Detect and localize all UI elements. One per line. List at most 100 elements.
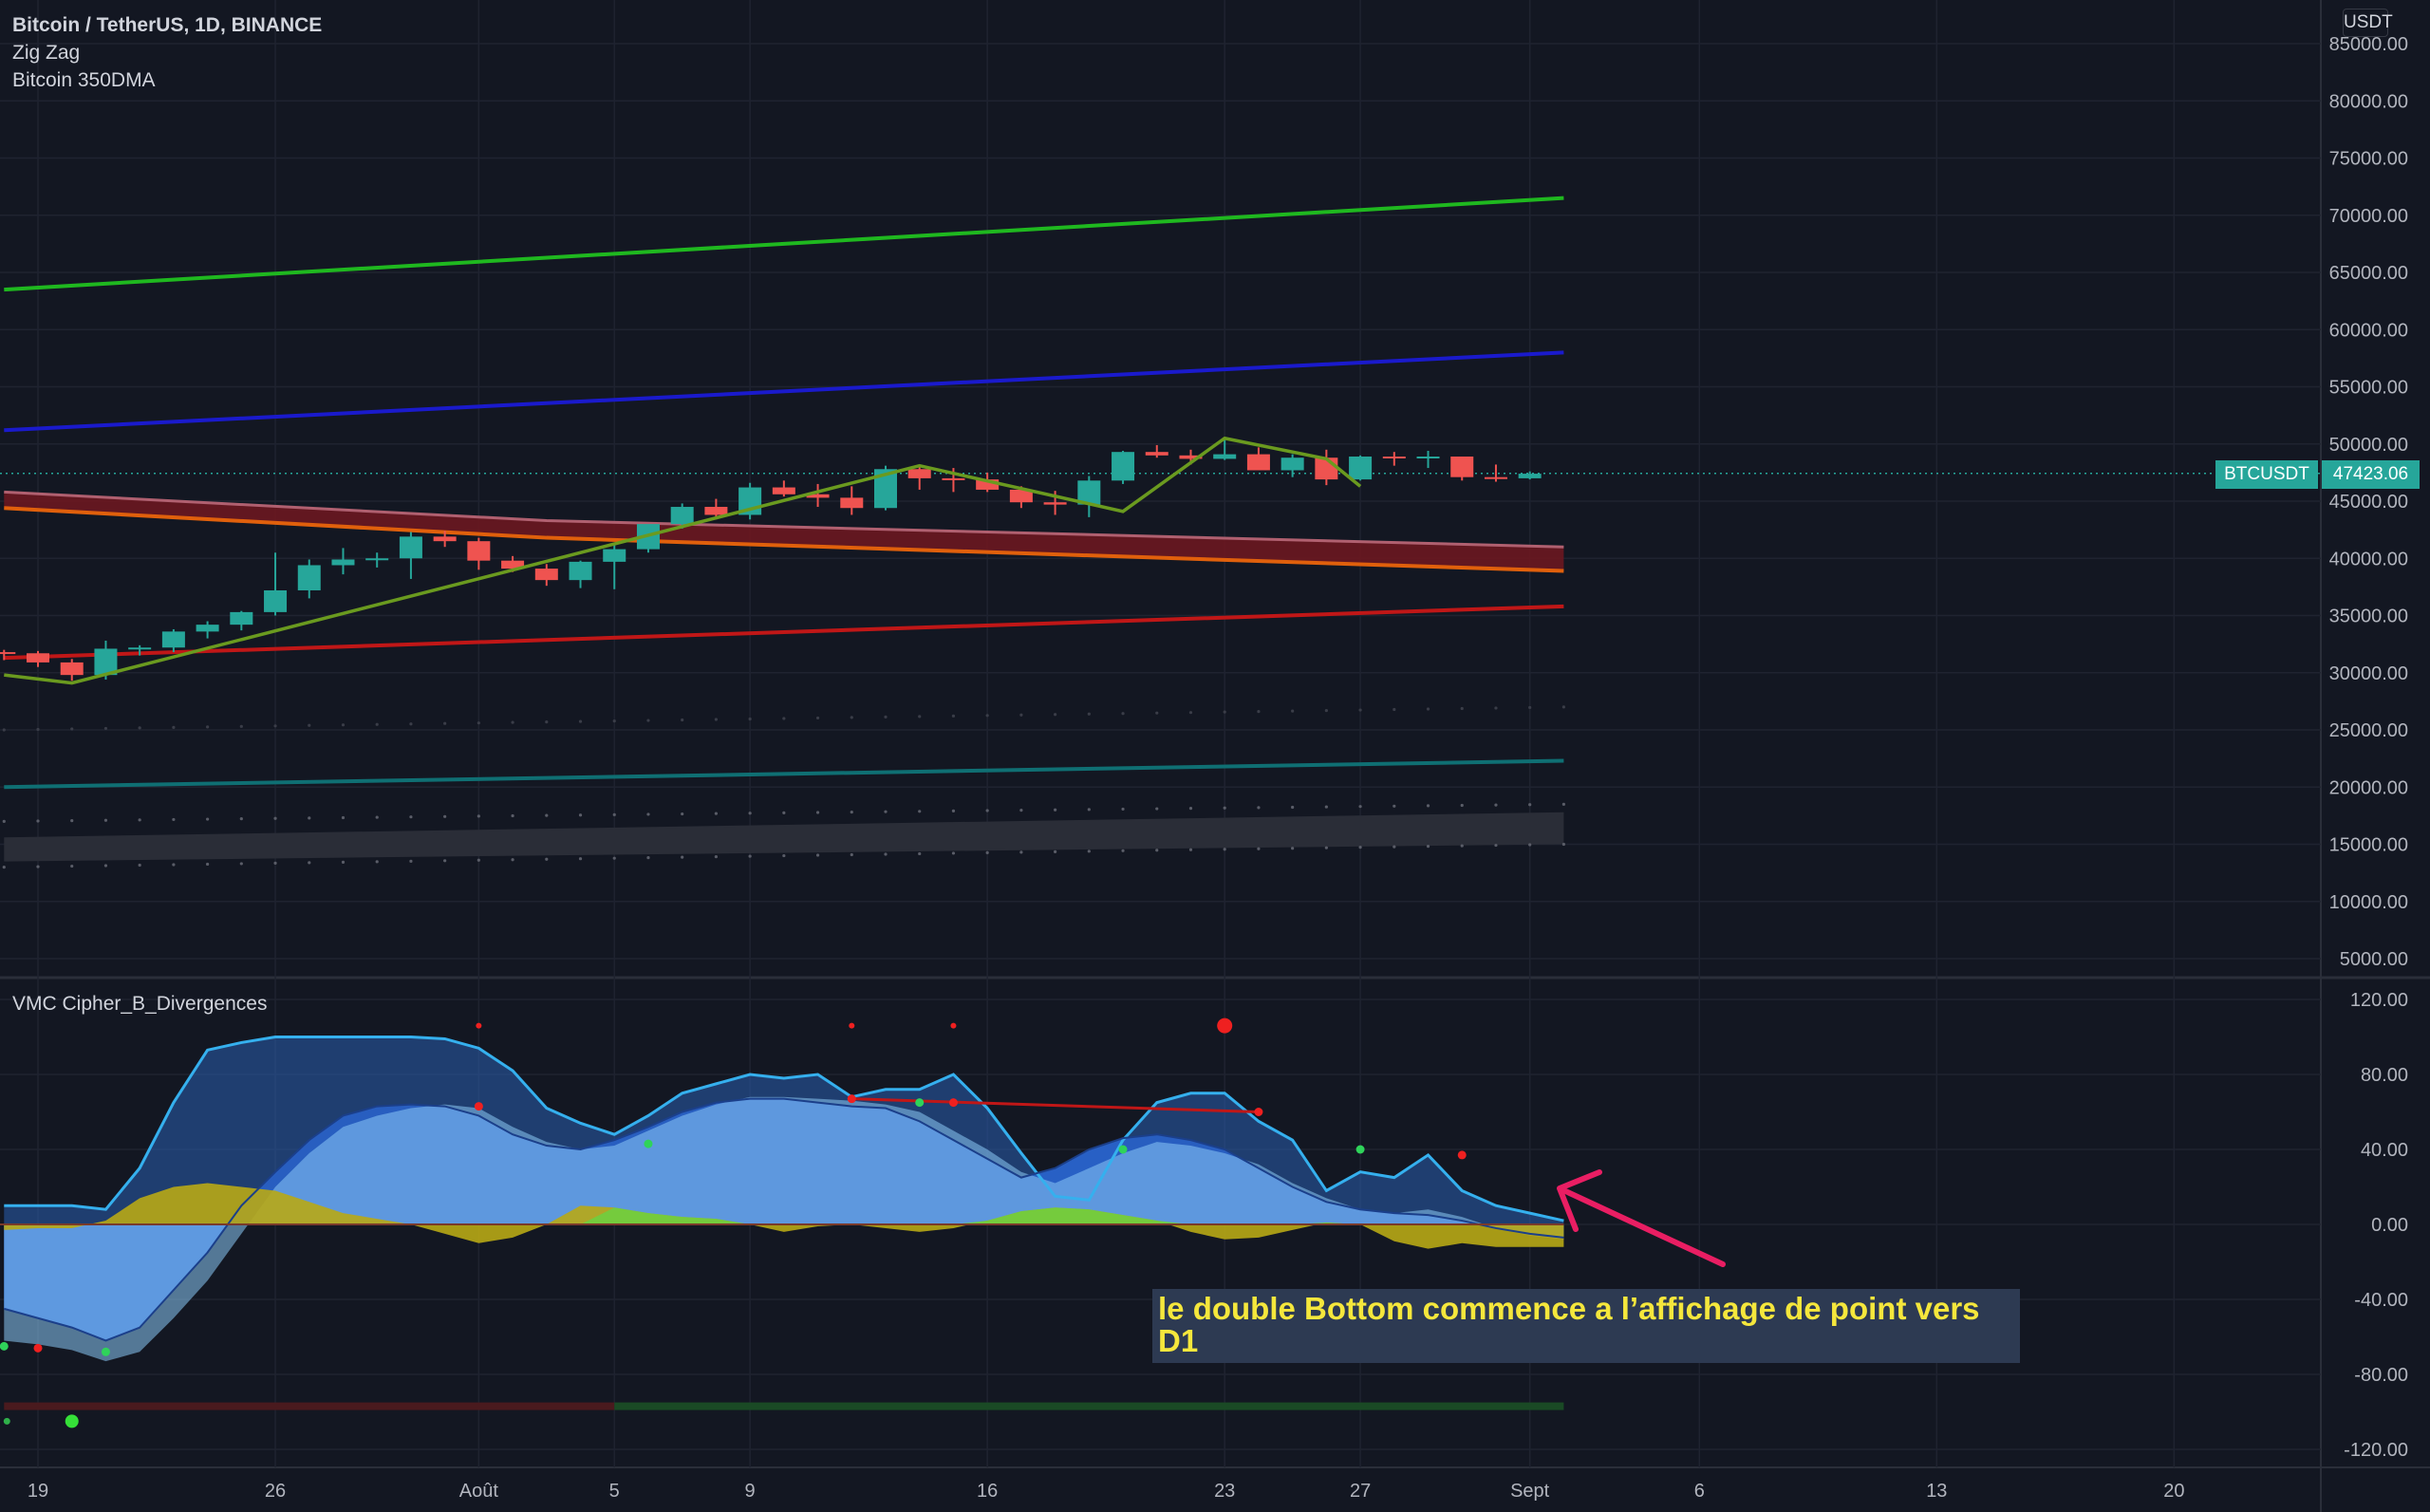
dot-mark (1494, 843, 1498, 848)
annotation-arrow (1557, 1169, 1726, 1267)
candle-body (603, 549, 626, 562)
sell-dot (476, 1022, 482, 1029)
candle-body (670, 507, 694, 525)
price-tick-label: 5000.00 (2340, 949, 2408, 970)
dotted-series (2, 802, 1565, 824)
candle-body (433, 536, 457, 542)
candle-body (501, 560, 525, 569)
dot-mark (1561, 802, 1565, 806)
dot-mark (1324, 708, 1328, 713)
osc-tick-label: 80.00 (2361, 1065, 2408, 1086)
price-tick-label: 40000.00 (2329, 549, 2408, 569)
candle-body (1382, 457, 1406, 459)
dot-mark (612, 856, 616, 860)
wt2-line (4, 1097, 1564, 1342)
dot-mark (1155, 849, 1159, 852)
dot-mark (375, 815, 379, 819)
indicator-zigzag-label[interactable]: Zig Zag (12, 42, 81, 64)
dot-mark (578, 857, 583, 861)
dot-mark (1426, 804, 1430, 808)
dot-mark (2, 728, 6, 732)
dot-mark (1393, 845, 1396, 849)
dot-mark (1291, 805, 1295, 810)
dotted-series (2, 842, 1565, 869)
candle-body (60, 662, 84, 676)
sell-dot (950, 1022, 957, 1029)
dot-mark (375, 722, 379, 726)
dot-mark (1223, 710, 1226, 714)
dot-mark (511, 858, 514, 862)
time-tick-label: Sept (1510, 1481, 1550, 1502)
candle-body (1179, 455, 1203, 459)
candle-body (128, 647, 152, 650)
dot-mark (1358, 846, 1362, 849)
dot-mark (918, 715, 922, 719)
dot-mark (1188, 807, 1193, 811)
dot-mark (409, 815, 413, 819)
dot-mark (103, 864, 108, 868)
dot-mark (646, 812, 650, 816)
candle-body (331, 559, 355, 566)
price-tick-label: 85000.00 (2329, 34, 2408, 55)
dot-mark (815, 853, 820, 857)
dot-mark (918, 851, 922, 856)
dot-mark (681, 812, 684, 816)
candle-body (161, 631, 185, 648)
signal-dot (65, 1414, 79, 1428)
indicator-350dma-label[interactable]: Bitcoin 350DMA (12, 69, 156, 91)
dot-mark (103, 726, 108, 731)
price-tick-label: 15000.00 (2329, 835, 2408, 856)
symbol-title[interactable]: Bitcoin / TetherUS, 1D, BINANCE (12, 14, 323, 36)
ma-red-line (4, 604, 1564, 661)
sell-dot (474, 1102, 483, 1111)
arrow-head (1557, 1169, 1602, 1232)
dot-mark (70, 864, 74, 868)
dot-mark (1121, 807, 1125, 812)
dot-mark (103, 818, 108, 822)
dot-mark (409, 859, 413, 863)
candle-body (230, 611, 253, 625)
candle-body (534, 569, 558, 581)
dot-mark (1528, 803, 1532, 807)
dot-mark (748, 854, 752, 858)
last-price-tag: 47423.06 (2322, 460, 2420, 489)
annotation-note[interactable]: le double Bottom commence a l’affichage … (1152, 1289, 2020, 1363)
price-tick-label: 75000.00 (2329, 149, 2408, 170)
dot-mark (985, 809, 989, 812)
dot-mark (612, 812, 616, 816)
time-tick-label: 26 (265, 1481, 286, 1502)
osc-tick-label: 0.00 (2371, 1215, 2408, 1236)
dot-mark (545, 720, 549, 724)
price-tick-label: 60000.00 (2329, 320, 2408, 341)
dot-mark (443, 814, 447, 818)
dot-mark (36, 865, 40, 868)
candle-body (976, 479, 1000, 490)
candle-body (1280, 457, 1304, 471)
time-tick-label: 23 (1214, 1481, 1235, 1502)
dot-mark (36, 819, 40, 823)
dot-mark (782, 853, 786, 858)
dot-mark (1223, 848, 1226, 851)
dot-mark (1561, 705, 1565, 709)
dot-mark (511, 720, 514, 724)
dot-mark (273, 861, 277, 866)
dot-mark (748, 717, 752, 721)
dot-mark (1223, 806, 1226, 810)
currency-button[interactable]: USDT (2343, 9, 2393, 37)
dot-mark (1460, 844, 1464, 848)
time-tick-label: 13 (1926, 1481, 1947, 1502)
candle-body (399, 536, 422, 559)
dot-mark (1121, 712, 1125, 716)
dot-mark (681, 718, 684, 722)
band-bottom-line (4, 506, 1564, 573)
arrow-shaft (1559, 1186, 1726, 1267)
buy-dot (0, 1341, 9, 1351)
dot-mark (782, 811, 786, 814)
dot-mark (850, 852, 853, 857)
dot-mark (1291, 709, 1295, 713)
dot-mark (239, 724, 243, 728)
candle-body (0, 652, 16, 655)
dot-mark (341, 723, 346, 727)
oscillator-title[interactable]: VMC Cipher_B_Divergences (12, 993, 268, 1015)
